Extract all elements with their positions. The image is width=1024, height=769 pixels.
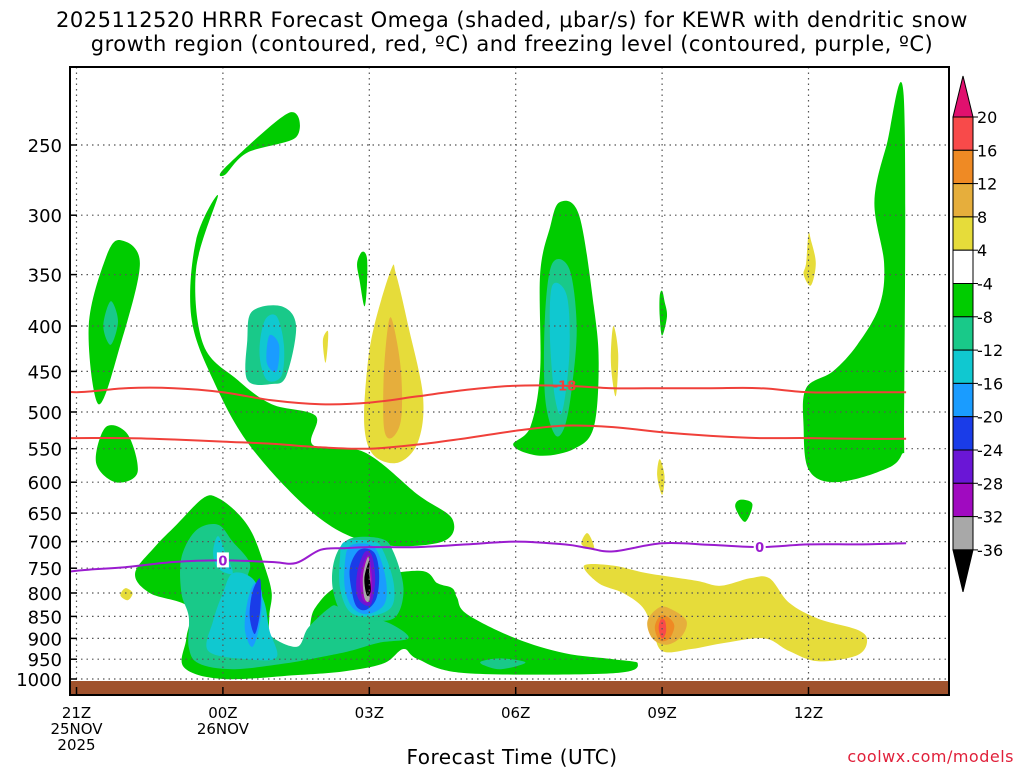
colorbar-label--20: -20	[977, 408, 1003, 427]
x-tick-label-03Z: 03Z	[355, 704, 384, 722]
omega-region-33	[803, 232, 816, 286]
colorbar-label--8: -8	[977, 308, 993, 327]
freezing-label-bg-1	[753, 539, 766, 555]
y-tick-label-400: 400	[28, 317, 62, 338]
freezing-level-label-1: 0	[755, 541, 764, 556]
x-tick-label-25NOV: 25NOV	[50, 720, 103, 738]
colorbar-label-20: 20	[977, 108, 997, 127]
colorbar-label--16: -16	[977, 374, 1003, 393]
x-tick-label-06Z: 06Z	[501, 704, 530, 722]
y-tick-label-900: 900	[28, 629, 62, 650]
omega-shading	[88, 82, 906, 680]
x-tick-label-09Z: 09Z	[647, 704, 676, 722]
freezing-level-label-0: 0	[218, 554, 227, 569]
freezing-label-bg-0	[216, 552, 229, 568]
colorbar-label-8: 8	[977, 208, 987, 227]
omega-region-36	[583, 563, 868, 662]
colorbar-label-4: 4	[977, 241, 987, 260]
ground-surface	[70, 681, 949, 695]
colorbar-bin-4	[952, 216, 974, 251]
colorbar-label--12: -12	[977, 341, 1003, 360]
omega-region-37	[120, 588, 133, 601]
colorbar-bin-3	[952, 183, 974, 218]
dgz-contour-0	[70, 384, 907, 406]
colorbar-bin-2	[952, 149, 974, 185]
omega-region-3	[190, 194, 455, 547]
dgz-contour-1	[70, 424, 907, 450]
freezing-level-contour	[70, 540, 907, 573]
plot-frame	[69, 66, 950, 696]
y-tick-label-1000: 1000	[16, 670, 62, 691]
y-axis: 2503003504004505005506006507007508008509…	[16, 136, 77, 691]
omega-region-17	[549, 282, 570, 415]
y-tick-label-600: 600	[28, 473, 62, 494]
colorbar-label-16: 16	[977, 141, 997, 160]
x-tick-label-21Z: 21Z	[62, 704, 91, 722]
x-tick-label-12Z: 12Z	[794, 704, 823, 722]
x-tick-label-00Z: 00Z	[208, 704, 237, 722]
colorbar-bin-11	[952, 449, 974, 484]
y-tick-label-350: 350	[28, 266, 62, 287]
colorbar-bottom-arrow	[952, 549, 974, 593]
omega-region-21	[266, 334, 280, 373]
colorbar-label--32: -32	[977, 508, 1003, 527]
omega-region-9	[802, 82, 906, 483]
omega-region-6	[357, 251, 368, 307]
omega-region-10	[103, 301, 118, 345]
grid-lines	[70, 67, 949, 695]
dgz-contour-label: -18	[553, 380, 577, 395]
y-tick-label-950: 950	[28, 650, 62, 671]
chart-title-line-1: 2025112520 HRRR Forecast Omega (shaded, …	[56, 8, 968, 32]
colorbar-label--4: -4	[977, 275, 993, 294]
y-tick-label-750: 750	[28, 559, 62, 580]
y-tick-label-800: 800	[28, 584, 62, 605]
omega-region-34	[657, 459, 665, 495]
colorbar-bin-12	[952, 482, 974, 518]
y-tick-label-650: 650	[28, 504, 62, 525]
colorbar-bin-5	[952, 249, 974, 284]
omega-region-31	[322, 330, 329, 363]
omega-region-8	[735, 499, 753, 522]
colorbar-label--28: -28	[977, 474, 1003, 493]
colorbar-bin-6	[952, 283, 974, 318]
omega-region-0	[219, 112, 300, 177]
y-tick-label-300: 300	[28, 206, 62, 227]
y-tick-label-250: 250	[28, 136, 62, 157]
y-tick-label-550: 550	[28, 440, 62, 461]
colorbar-bin-13	[952, 516, 974, 551]
x-axis-title: Forecast Time (UTC)	[406, 745, 618, 769]
colorbar-bin-7	[952, 316, 974, 351]
y-tick-label-850: 850	[28, 607, 62, 628]
omega-region-24	[249, 578, 261, 635]
omega-region-2	[95, 425, 138, 483]
colorbar-top-arrow	[952, 75, 974, 118]
chart-title-line-2: growth region (contoured, red, ºC) and f…	[90, 32, 934, 56]
y-tick-label-700: 700	[28, 533, 62, 554]
colorbar-label--36: -36	[977, 541, 1003, 560]
colorbar-bin-8	[952, 349, 974, 384]
colorbar-label-12: 12	[977, 175, 997, 194]
colorbar-bin-10	[952, 416, 974, 451]
x-tick-label-2025: 2025	[57, 736, 95, 754]
colorbar-label--24: -24	[977, 441, 1003, 460]
colorbar: 20 16 12 8 4 -4 -8 -12 -16 -20 -24 -28 -32 -36	[952, 75, 1003, 593]
x-tick-label-26NOV: 26NOV	[197, 720, 250, 738]
omega-region-32	[610, 325, 619, 397]
colorbar-bin-9	[952, 382, 974, 418]
omega-region-7	[659, 290, 668, 336]
omega-region-29	[364, 560, 371, 597]
ground-bar	[70, 681, 949, 695]
y-tick-label-500: 500	[28, 403, 62, 424]
credit-link[interactable]: coolwx.com/models	[847, 747, 1014, 766]
colorbar-bin-1	[952, 116, 974, 151]
y-tick-label-450: 450	[28, 362, 62, 383]
omega-region-38	[383, 317, 403, 439]
contour-lines: -18 0 0	[70, 380, 907, 573]
omega-region-15	[480, 658, 526, 670]
